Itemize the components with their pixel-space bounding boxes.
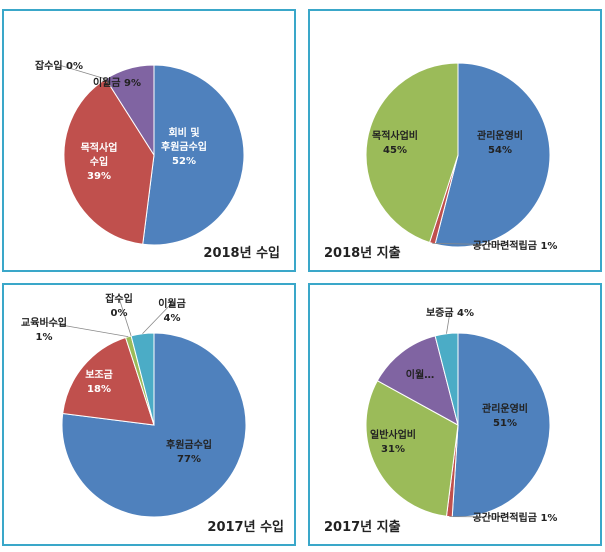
slice-label: 공간마련적립금 1% — [473, 511, 558, 524]
chart-panel-2018-expense: 관리운영비 54% 공간마련적립금 1% 목적사업비 45% 2018년 지출 — [308, 9, 602, 272]
slice-label: 관리운영비 51% — [482, 402, 528, 429]
leader-line — [446, 311, 451, 334]
slice-label: 공간마련적립금 1% — [473, 239, 558, 252]
slice-label: 잡수입 0% — [105, 292, 133, 319]
pie-slice — [434, 332, 459, 426]
chart-title: 2018년 지출 — [324, 246, 401, 261]
chart-title: 2018년 수입 — [203, 246, 280, 261]
slice-label: 보조금 18% — [85, 369, 113, 395]
leader-line — [118, 297, 132, 337]
leader-line — [58, 64, 106, 80]
slice-label: 이월금 9% — [93, 76, 141, 89]
slice-label: 보증금 4% — [426, 307, 474, 319]
pie-slice — [376, 335, 459, 426]
chart-title: 2017년 수입 — [207, 520, 284, 535]
pie-slice — [365, 62, 459, 244]
pie-chart: 관리운영비 54% 공간마련적립금 1% 목적사업비 45% — [365, 62, 558, 252]
slice-label: 교육비수입 1% — [21, 316, 67, 343]
pie-slice — [365, 379, 459, 517]
leader-line — [43, 321, 129, 338]
slice-label: 목적사업비 45% — [372, 129, 418, 156]
chart-panel-2017-income: 후원금수입 77% 보조금 18% 교육비수입 1% 잡수입 0% 이월금 4% 2017년 수입 — [2, 283, 296, 546]
pie-chart: 후원금수입 77% 보조금 18% 교육비수입 1% 잡수입 0% 이월금 4% — [21, 292, 247, 518]
chart-panel-2018-income: 회비 및 후원금수입 52% 목적사업 수입 39% 잡수입 0% 이월금 9% 2018년 … — [2, 9, 296, 272]
pie-slice — [142, 64, 245, 246]
leader-line — [432, 242, 516, 246]
chart-panel-2017-expense: 관리운영비 51% 공간마련적립금 1% 일반사업비 31% 이월… 보증금 4% 2017… — [308, 283, 602, 546]
slice-label: 일반사업비 31% — [370, 428, 416, 455]
pie-slice — [451, 332, 551, 518]
slice-label: 이월… — [406, 368, 434, 381]
slice-label: 후원금수입 77% — [166, 438, 212, 465]
pie-chart: 회비 및 후원금수입 52% 목적사업 수입 39% 잡수입 0% 이월금 9% — [35, 59, 245, 246]
slice-label: 목적사업 수입 39% — [81, 141, 118, 182]
leader-line — [142, 302, 173, 335]
pie-slice — [434, 62, 551, 248]
slice-label: 회비 및 후원금수입 52% — [161, 126, 207, 167]
pie-slice — [62, 336, 155, 426]
pie-slice — [105, 64, 155, 157]
slice-label: 잡수입 0% — [35, 59, 83, 72]
slice-label: 이월금 4% — [158, 297, 186, 324]
pie-chart: 관리운영비 51% 공간마련적립금 1% 일반사업비 31% 이월… 보증금 4% — [365, 307, 558, 524]
slice-label: 관리운영비 54% — [477, 129, 523, 156]
chart-title: 2017년 지출 — [324, 520, 401, 535]
